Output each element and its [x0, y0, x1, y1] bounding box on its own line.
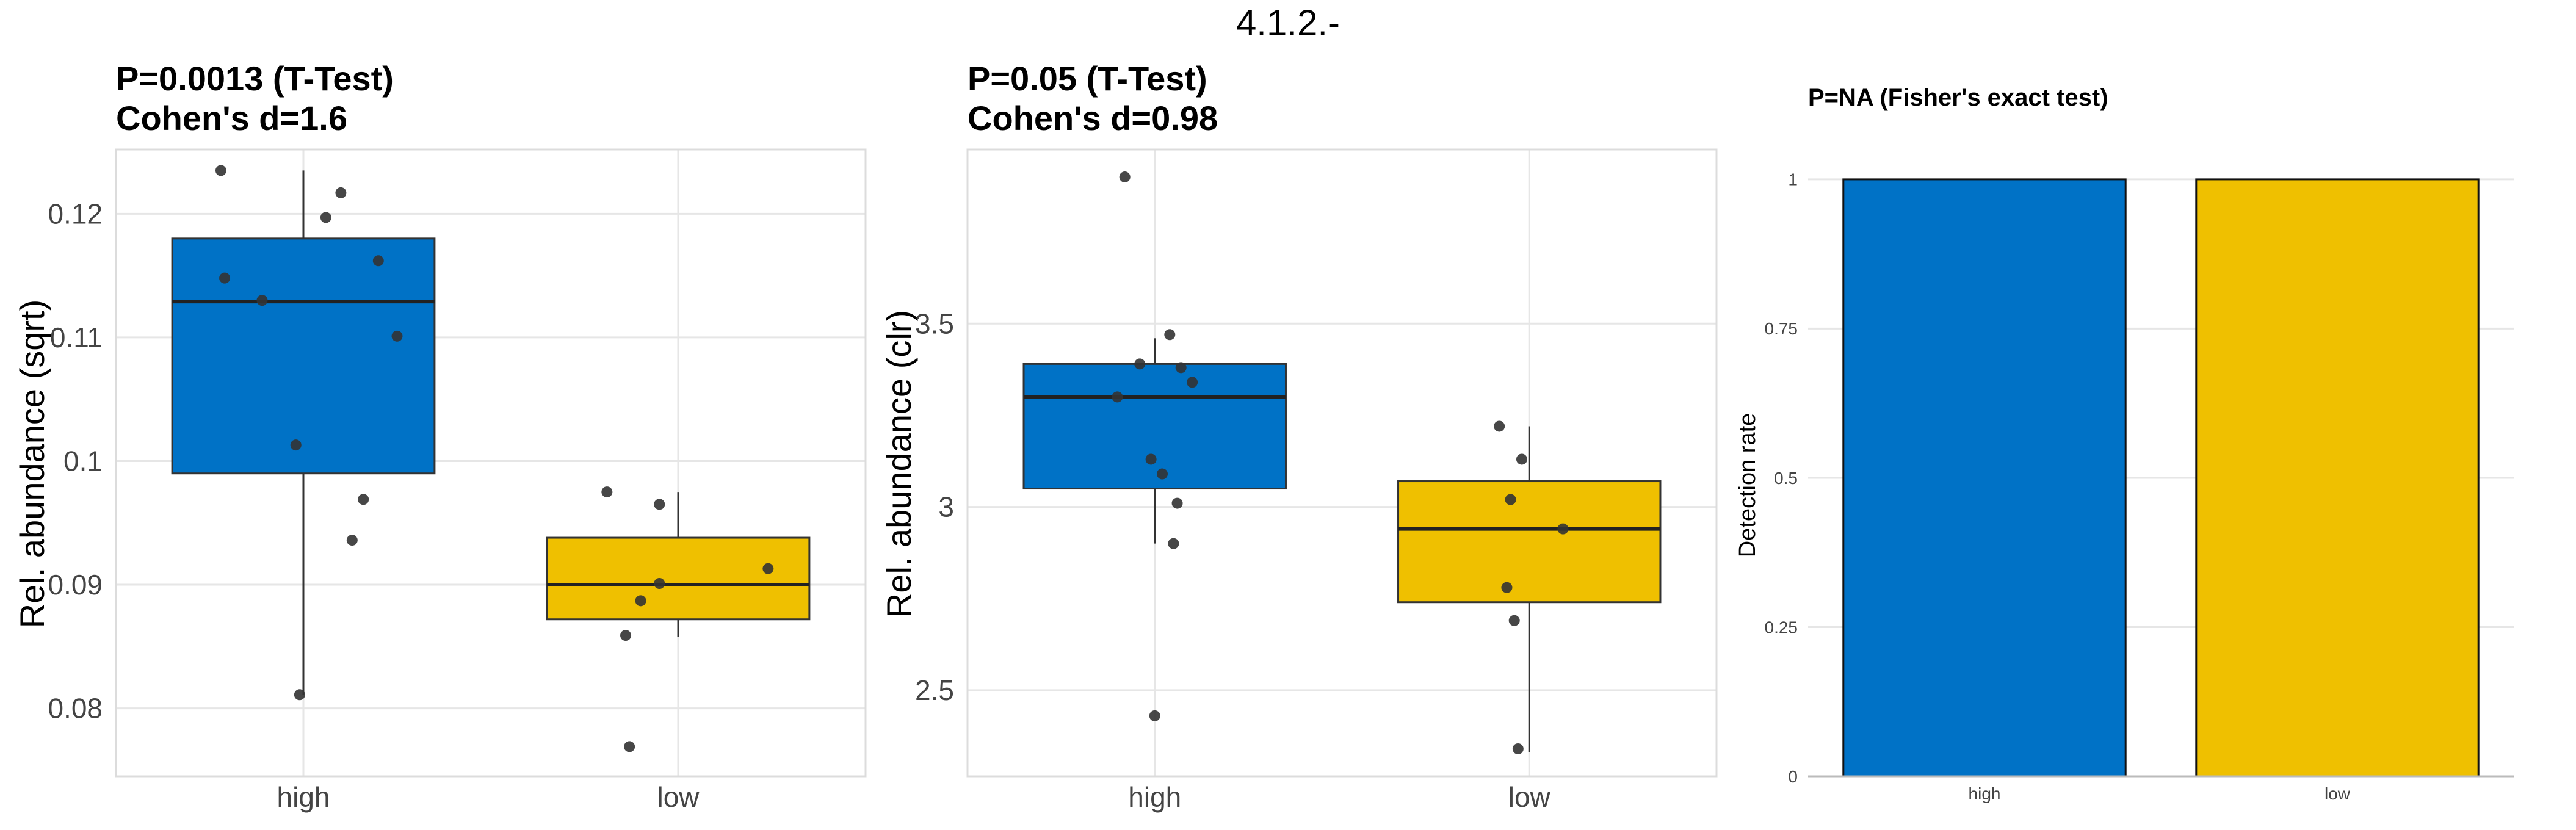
- panel3-y-tick-label: 0.25: [1765, 618, 1798, 637]
- panel2-data-point-low: [1512, 743, 1524, 754]
- panel1-data-point-high: [372, 255, 384, 267]
- panel1-y-tick-label: 0.09: [48, 569, 103, 601]
- panel-detection-barchart: P=NA (Fisher's exact test) Detection rat…: [1735, 84, 2514, 803]
- panel-sqrt-boxplot: P=0.0013 (T-Test) Cohen's d=1.6 Rel. abu…: [13, 59, 867, 813]
- panel2-box-low: [1397, 480, 1662, 604]
- panel3-title-pvalue: P=NA (Fisher's exact test): [1808, 84, 2108, 111]
- panel1-data-point-low: [654, 499, 665, 510]
- panel1-data-point-low: [601, 486, 613, 498]
- panel1-data-point-high: [290, 439, 302, 451]
- panel1-data-point-high: [358, 494, 369, 505]
- panel1-title-pvalue: P=0.0013 (T-Test): [116, 59, 394, 98]
- panel2-data-point-high: [1164, 329, 1176, 341]
- panel1-data-point-low: [624, 741, 635, 752]
- panel1-data-point-high: [320, 212, 331, 223]
- panel2-y-tick-label: 3.5: [915, 308, 954, 339]
- panel1-data-point-low: [635, 595, 646, 607]
- figure-title: 4.1.2.-: [1236, 2, 1340, 43]
- panel1-title-cohens-d: Cohen's d=1.6: [116, 99, 347, 137]
- panel2-x-tick-label-high: high: [1128, 781, 1181, 813]
- panel2-data-point-high: [1119, 171, 1131, 183]
- panel2-data-point-high: [1149, 710, 1160, 721]
- panel3-y-tick-label: 0.75: [1765, 319, 1798, 338]
- panel2-y-axis-label: Rel. abundance (clr): [880, 310, 918, 618]
- panel3-y-tick-label: 0.5: [1774, 469, 1798, 488]
- panel1-plot-border: [115, 148, 867, 778]
- panel1-y-tick-label: 0.1: [63, 446, 103, 477]
- panel1-x-tick-label-low: low: [657, 781, 700, 813]
- panel1-y-axis-label: Rel. abundance (sqrt): [13, 300, 51, 629]
- panel1-data-point-low: [654, 578, 665, 589]
- panel2-data-point-high: [1168, 538, 1179, 549]
- panel1-y-tick-label: 0.12: [48, 198, 103, 229]
- panel3-bar-high: [1842, 178, 2127, 778]
- panel1-data-point-high: [335, 187, 347, 198]
- panel2-data-point-low: [1557, 523, 1569, 535]
- panel2-box-high: [1022, 363, 1287, 490]
- panel1-x-tick-label-high: high: [277, 781, 330, 813]
- panel2-plot-border: [966, 148, 1718, 778]
- panel1-data-point-low: [620, 630, 632, 641]
- panel1-data-point-high: [346, 535, 358, 546]
- panel2-data-point-high: [1134, 358, 1146, 370]
- panel2-data-point-low: [1494, 420, 1505, 432]
- panel2-data-point-low: [1508, 615, 1520, 626]
- panel2-y-tick-label: 3: [938, 491, 954, 523]
- panel3-y-tick-label: 0: [1788, 767, 1798, 786]
- panel3-x-tick-label-high: high: [1969, 784, 2001, 803]
- panel1-box-high: [171, 237, 436, 475]
- panel2-title-pvalue: P=0.05 (T-Test): [968, 59, 1207, 98]
- panel2-data-point-high: [1187, 377, 1198, 388]
- panel-clr-boxplot: P=0.05 (T-Test) Cohen's d=0.98 Rel. abun…: [880, 59, 1718, 813]
- panel3-y-tick-label: 1: [1788, 170, 1798, 189]
- panel1-data-point-high: [256, 295, 268, 306]
- panel2-data-point-high: [1145, 453, 1157, 465]
- panel2-data-point-high: [1171, 497, 1183, 509]
- panel1-data-point-high: [294, 689, 305, 701]
- panel1-y-tick-label: 0.11: [50, 322, 103, 353]
- panel1-data-point-high: [391, 330, 403, 342]
- panel2-data-point-high: [1175, 362, 1187, 374]
- panel2-y-tick-label: 2.5: [915, 674, 954, 706]
- panel2-data-point-high: [1112, 391, 1123, 403]
- panel1-y-tick-label: 0.08: [48, 693, 103, 724]
- panel2-data-point-low: [1501, 582, 1513, 593]
- panel1-box-low: [546, 536, 811, 621]
- panel3-y-axis-label: Detection rate: [1735, 413, 1760, 558]
- panel2-data-point-high: [1157, 468, 1168, 480]
- panel2-title-cohens-d: Cohen's d=0.98: [968, 99, 1218, 137]
- panel2-data-point-low: [1505, 494, 1516, 505]
- panel1-data-point-low: [762, 563, 774, 574]
- panel2-data-point-low: [1516, 453, 1527, 465]
- panel1-data-point-high: [219, 272, 231, 284]
- panel2-x-tick-label-low: low: [1508, 781, 1551, 813]
- panel1-data-point-high: [215, 165, 226, 176]
- panel3-x-tick-label-low: low: [2325, 784, 2351, 803]
- panel3-bar-low: [2195, 178, 2480, 778]
